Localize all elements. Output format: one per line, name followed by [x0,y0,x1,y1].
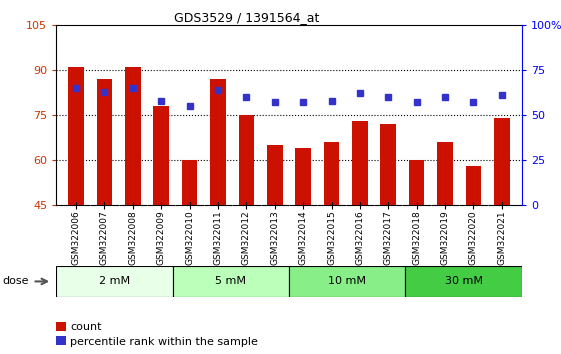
Text: GSM322017: GSM322017 [384,210,393,265]
Bar [437,142,453,205]
Text: GSM322009: GSM322009 [157,210,165,265]
Bar [238,115,254,205]
Text: GSM322016: GSM322016 [356,210,365,265]
Text: GDS3529 / 1391564_at: GDS3529 / 1391564_at [174,11,320,24]
Text: 10 mM: 10 mM [328,276,366,286]
Text: GSM322008: GSM322008 [128,210,137,265]
Bar [182,160,197,205]
Bar [352,121,367,205]
Text: GSM322013: GSM322013 [270,210,279,265]
Text: GSM322012: GSM322012 [242,210,251,265]
Bar [173,266,289,297]
Text: GSM322006: GSM322006 [71,210,80,265]
Text: GSM322015: GSM322015 [327,210,336,265]
Text: GSM322014: GSM322014 [298,210,307,265]
Bar [324,142,339,205]
Bar [494,118,509,205]
Bar [295,148,311,205]
Bar [409,160,425,205]
Text: GSM322020: GSM322020 [469,210,478,265]
Text: GSM322011: GSM322011 [213,210,222,265]
Bar [68,67,84,205]
Text: percentile rank within the sample: percentile rank within the sample [70,337,258,347]
Bar [96,79,112,205]
Text: 2 mM: 2 mM [99,276,130,286]
Bar [267,145,283,205]
Text: 5 mM: 5 mM [215,276,246,286]
Text: GSM322019: GSM322019 [440,210,449,265]
Bar [153,106,169,205]
Bar [56,266,173,297]
Text: GSM322018: GSM322018 [412,210,421,265]
Text: GSM322007: GSM322007 [100,210,109,265]
Text: GSM322021: GSM322021 [498,210,507,265]
Bar [380,124,396,205]
Text: dose: dose [3,276,29,286]
Bar [210,79,226,205]
Bar [405,266,522,297]
Bar [125,67,141,205]
Bar [466,166,481,205]
Bar [289,266,405,297]
Text: GSM322010: GSM322010 [185,210,194,265]
Text: count: count [70,322,102,332]
Text: 30 mM: 30 mM [444,276,482,286]
